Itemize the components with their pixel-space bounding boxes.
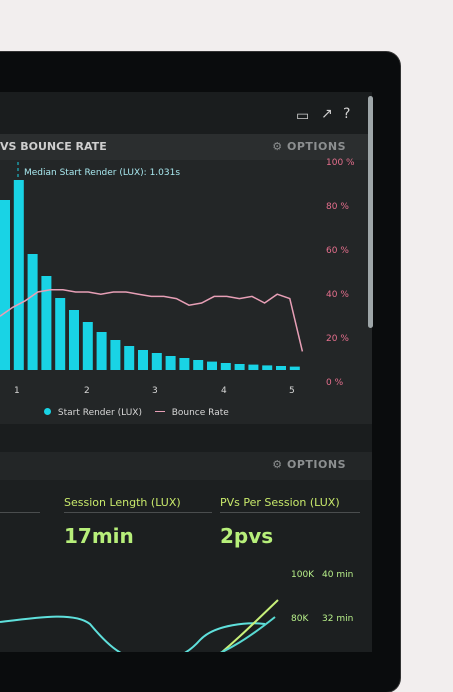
legend-line-bounce-rate [154,410,165,412]
chart-options-button[interactable]: ⚙ OPTIONS [272,140,346,153]
right-label-40min: 40 min [322,570,354,580]
legend-bounce-rate: Bounce Rate [171,408,229,418]
y-tick-100: 100 % [326,158,355,168]
x-tick-1: 1 [14,386,20,396]
monitor-icon[interactable]: ▭ [296,108,310,124]
bar [69,310,79,370]
bar [124,346,135,370]
right-label-80k: 80K [291,614,309,624]
chart-title: VS BOUNCE RATE [0,140,107,153]
legend: Start Render (LUX) Bounce Rate [44,408,229,418]
bar [0,200,10,370]
metrics-header: ⚙ OPTIONS [0,452,372,480]
median-annotation: Median Start Render (LUX): 1.031s [24,168,181,178]
toolbar: ▭ ↗ ? [0,92,372,134]
scrollbar[interactable] [368,96,373,328]
left-divider [0,512,40,513]
legend-dot-start-render [44,408,51,415]
y-tick-0: 0 % [326,378,344,388]
y-tick-80: 80 % [326,202,349,212]
bar [138,350,148,370]
bar [276,366,286,370]
x-tick-3: 3 [152,386,158,396]
bar [27,254,38,370]
bar [248,364,259,370]
share-icon[interactable]: ↗ [321,106,333,122]
bar [165,356,176,370]
x-tick-4: 4 [221,386,227,396]
right-label-100k: 100K [291,570,315,580]
bar [220,363,231,370]
bar [55,298,66,370]
bar-chart [0,162,304,370]
chart-header: VS BOUNCE RATE ⚙ OPTIONS [0,134,372,160]
bar [179,358,190,370]
line-series-green [220,599,279,652]
metrics-options-button[interactable]: ⚙ OPTIONS [272,458,346,471]
bar [289,366,300,370]
pvs-per-session-value: 2pvs [220,524,274,548]
bar [41,276,52,370]
bar [234,364,245,370]
x-tick-2: 2 [84,386,90,396]
y-tick-20: 20 % [326,334,349,344]
x-tick-5: 5 [289,386,295,396]
bar [193,360,204,370]
bar [13,180,24,370]
metrics-panel: ⚙ OPTIONS Session Length (LUX) 17min PVs… [0,452,372,652]
line-series-cyan [0,615,266,652]
start-render-panel: VS BOUNCE RATE ⚙ OPTIONS Median Start Re… [0,134,372,424]
y-tick-60: 60 % [326,246,349,256]
session-length-value: 17min [64,524,134,548]
session-divider [64,512,212,513]
metrics-line-chart [0,599,279,652]
bar [262,365,273,370]
bar [207,361,217,370]
legend-start-render: Start Render (LUX) [57,408,142,418]
session-length-label: Session Length (LUX) [64,496,181,509]
bar [96,332,107,370]
bar [110,340,121,370]
bar [82,322,93,370]
help-icon[interactable]: ? [343,106,351,122]
bar [151,353,162,370]
y-tick-40: 40 % [326,290,349,300]
screen: ▭ ↗ ? VS BOUNCE RATE ⚙ OPTIONS Median St… [0,92,372,652]
pvs-per-session-label: PVs Per Session (LUX) [220,496,340,509]
right-label-32min: 32 min [322,614,354,624]
line-series-cyan-2 [219,616,276,652]
pvs-divider [220,512,360,513]
